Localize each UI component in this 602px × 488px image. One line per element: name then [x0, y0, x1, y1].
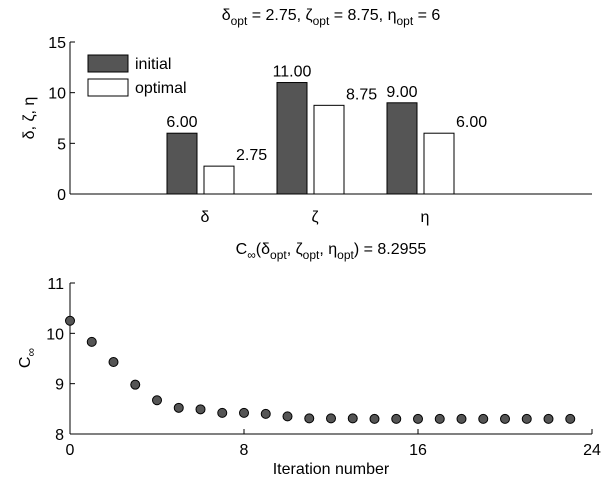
- scatter-point: [195, 404, 206, 415]
- scatter-point: [347, 413, 358, 424]
- bar-chart: δopt = 2.75, ζopt = 8.75, ηopt = 6 δ, ζ, …: [21, 7, 592, 226]
- legend-swatch-initial: [87, 54, 129, 73]
- scatter-point: [500, 413, 510, 424]
- bar-x-tick-label: ζ: [311, 209, 318, 226]
- bar-optimal-1: [313, 104, 345, 195]
- scatter-point: [456, 413, 467, 424]
- bar-optimal-2: [423, 132, 455, 195]
- scatter-point: [521, 413, 532, 424]
- scatter-point: [108, 357, 119, 368]
- scatter-x-tick-label: 24: [583, 442, 601, 459]
- scatter-point: [282, 411, 293, 422]
- scatter-point: [173, 402, 184, 413]
- bar-value-label: 6.00: [456, 114, 487, 131]
- scatter-point: [326, 413, 336, 424]
- scatter-x-tick-label: 0: [66, 442, 75, 459]
- scatter-chart: C∞(δopt, ζopt, ηopt) = 8.2955 C∞ Iteration…: [17, 241, 601, 478]
- scatter-point: [413, 413, 423, 424]
- scatter-point: [543, 413, 554, 424]
- scatter-point: [391, 413, 402, 424]
- bar-value-label: 9.00: [386, 84, 417, 101]
- legend-label-optimal: optimal: [135, 80, 187, 97]
- scatter-point: [65, 315, 75, 326]
- bar-value-label: 11.00: [273, 64, 312, 81]
- bar-chart-title: δopt = 2.75, ζopt = 8.75, ηopt = 6: [222, 7, 441, 28]
- scatter-y-tick-label: 10: [46, 326, 64, 343]
- scatter-chart-title: C∞(δopt, ζopt, ηopt) = 8.2955: [236, 241, 427, 262]
- bar-value-label: 6.00: [166, 114, 197, 131]
- bar-legend: initial optimal: [87, 54, 187, 97]
- scatter-point: [434, 413, 445, 424]
- scatter-x-tick-label: 8: [240, 442, 249, 459]
- bar-initial-1: [276, 82, 308, 195]
- bar-initial-2: [386, 102, 418, 195]
- bar-y-tick-label: 10: [48, 86, 66, 103]
- scatter-point: [239, 407, 249, 418]
- scatter-point: [478, 413, 489, 424]
- bar-optimal-0: [203, 165, 235, 195]
- bar-y-tick-label: 5: [57, 136, 66, 153]
- scatter-point: [260, 408, 271, 419]
- scatter-point: [217, 407, 228, 418]
- bar-y-tick-label: 0: [57, 187, 66, 204]
- legend-swatch-optimal: [87, 78, 129, 97]
- bar-value-label: 8.75: [346, 86, 377, 103]
- scatter-point: [152, 395, 162, 406]
- scatter-point: [86, 336, 97, 347]
- bar-x-tick-label: δ: [201, 209, 210, 226]
- bar-value-label: 2.75: [236, 147, 267, 164]
- scatter-y-tick-label: 11: [47, 276, 64, 293]
- bar-initial-0: [166, 132, 198, 195]
- bar-x-tick-label: η: [421, 209, 430, 226]
- scatter-y-tick-label: 9: [55, 377, 64, 394]
- scatter-point: [369, 413, 380, 424]
- legend-label-initial: initial: [135, 56, 171, 73]
- bar-y-tick-label: 15: [48, 35, 66, 52]
- scatter-chart-ylabel: C∞: [17, 348, 38, 368]
- scatter-chart-xlabel: Iteration number: [273, 461, 390, 478]
- scatter-y-tick-label: 8: [55, 427, 64, 444]
- scatter-point: [304, 413, 315, 424]
- bar-chart-ylabel: δ, ζ, η: [21, 97, 38, 140]
- scatter-point: [565, 413, 576, 424]
- scatter-x-tick-label: 16: [409, 442, 427, 459]
- scatter-point: [130, 379, 141, 390]
